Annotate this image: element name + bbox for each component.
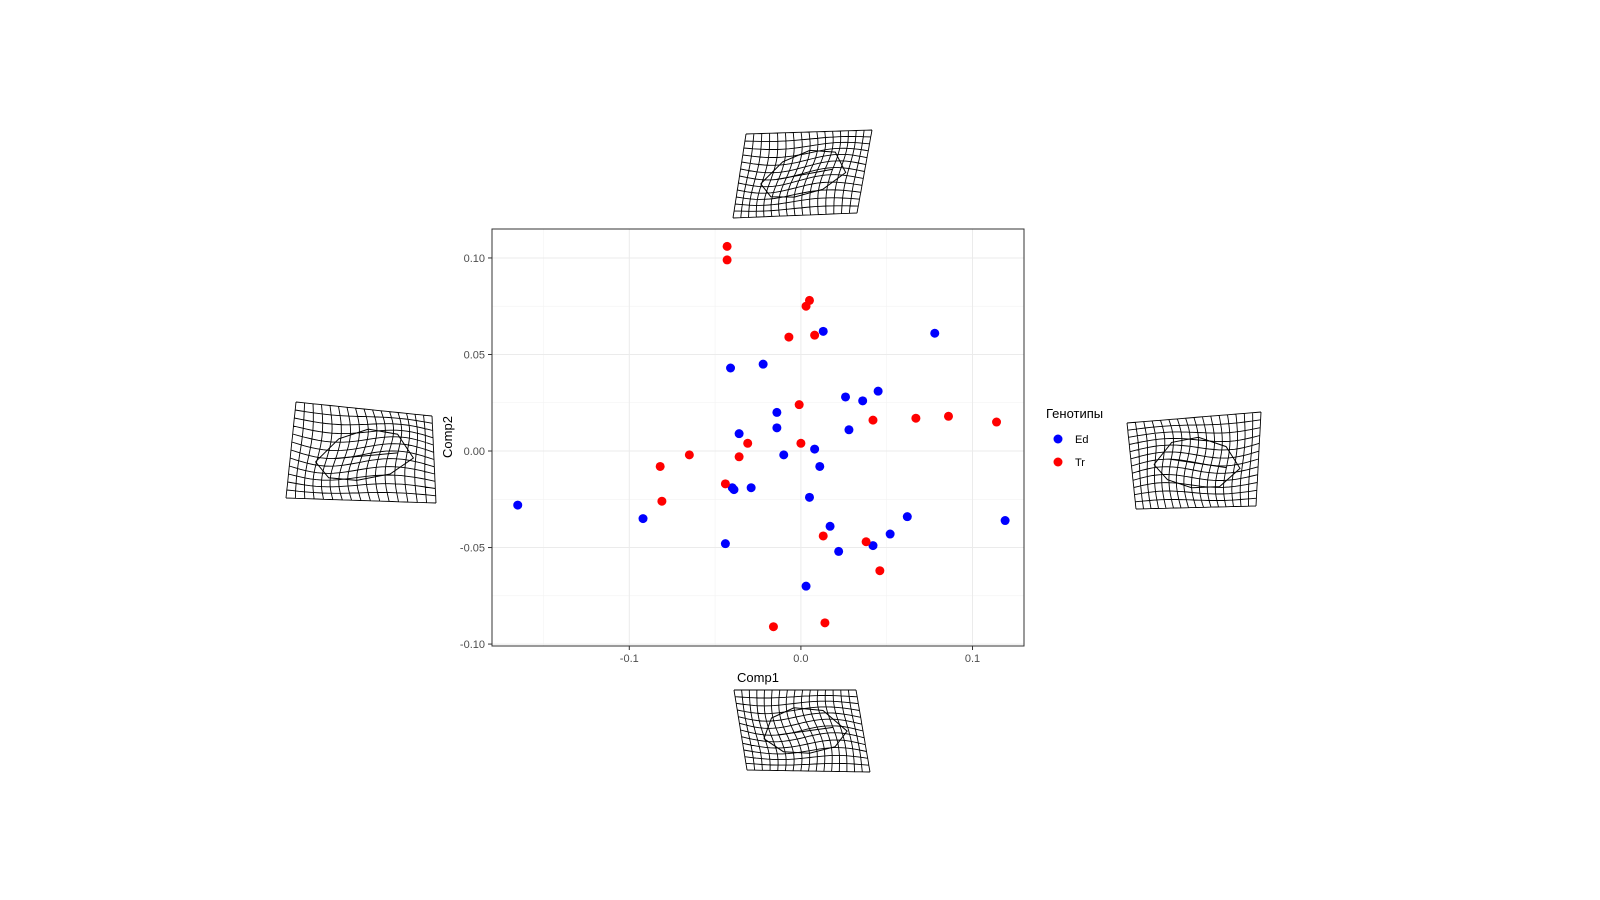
data-point-tr <box>911 413 921 423</box>
x-tick-label: 0.0 <box>793 653 808 665</box>
data-point-ed <box>758 359 768 369</box>
data-point-tr <box>992 417 1002 427</box>
data-point-tr <box>796 438 806 448</box>
data-point-tr <box>943 411 953 421</box>
data-point-ed <box>513 500 523 510</box>
data-point-ed <box>772 407 782 417</box>
data-point-ed <box>804 492 814 502</box>
data-point-ed <box>818 326 828 336</box>
deformation-grids <box>285 129 1262 773</box>
y-tick-label: 0.05 <box>464 349 485 361</box>
x-axis-title: Comp1 <box>737 670 779 685</box>
legend-label-tr: Tr <box>1075 457 1085 469</box>
data-point-tr <box>657 496 667 506</box>
data-point-tr <box>804 295 814 305</box>
y-tick-label: 0.10 <box>464 253 485 265</box>
axis-ticks: -0.1 0.0 0.1 -0.10 -0.05 0.00 0.05 0.10 <box>460 253 980 665</box>
data-points <box>513 241 1010 632</box>
data-point-tr <box>743 438 753 448</box>
data-point-tr <box>810 330 820 340</box>
data-point-ed <box>868 541 878 551</box>
data-point-ed <box>858 396 868 406</box>
data-point-ed <box>825 521 835 531</box>
x-tick-label: 0.1 <box>965 653 980 665</box>
deformation-grid-icon <box>1126 411 1262 510</box>
data-point-ed <box>930 328 940 338</box>
series-ed <box>513 326 1010 591</box>
data-point-ed <box>810 444 820 454</box>
data-point-tr <box>818 531 828 541</box>
y-tick-label: -0.10 <box>460 639 485 651</box>
data-point-tr <box>868 415 878 425</box>
data-point-ed <box>873 386 883 396</box>
grid-lines <box>492 229 1024 646</box>
plot-panel-border <box>491 228 1025 647</box>
data-point-ed <box>772 423 782 433</box>
data-point-tr <box>861 537 871 547</box>
series-tr <box>655 241 1002 632</box>
data-point-ed <box>726 363 736 373</box>
legend-key-ed <box>1053 434 1063 444</box>
data-point-tr <box>655 461 665 471</box>
legend-title: Генотипы <box>1046 406 1103 421</box>
data-point-ed <box>801 581 811 591</box>
data-point-tr <box>720 479 730 489</box>
data-point-ed <box>834 546 844 556</box>
y-tick-label: -0.05 <box>460 543 485 555</box>
deformation-grid-icon <box>285 401 437 504</box>
data-point-tr <box>875 566 885 576</box>
data-point-ed <box>638 514 648 524</box>
data-point-tr <box>722 255 732 265</box>
data-point-ed <box>841 392 851 402</box>
data-point-ed <box>779 450 789 460</box>
data-point-ed <box>885 529 895 539</box>
data-point-ed <box>815 461 825 471</box>
deformation-grid-icon <box>732 129 873 219</box>
data-point-tr <box>794 400 804 410</box>
data-point-ed <box>734 429 744 439</box>
data-point-ed <box>720 539 730 549</box>
data-point-ed <box>746 483 756 493</box>
data-point-ed <box>844 425 854 435</box>
data-point-tr <box>768 622 778 632</box>
data-point-tr <box>820 618 830 628</box>
y-tick-label: 0.00 <box>464 446 485 458</box>
data-point-ed <box>1000 516 1010 526</box>
legend-key-tr <box>1053 457 1063 467</box>
data-point-tr <box>684 450 694 460</box>
deformation-grid-icon <box>733 689 871 773</box>
data-point-ed <box>902 512 912 522</box>
data-point-tr <box>784 332 794 342</box>
legend: Генотипы Ed Tr <box>1046 406 1103 469</box>
data-point-tr <box>734 452 744 462</box>
y-axis-title: Comp2 <box>440 416 455 458</box>
data-point-tr <box>722 241 732 251</box>
data-point-ed <box>729 485 739 495</box>
x-tick-label: -0.1 <box>620 653 639 665</box>
legend-label-ed: Ed <box>1075 434 1088 446</box>
